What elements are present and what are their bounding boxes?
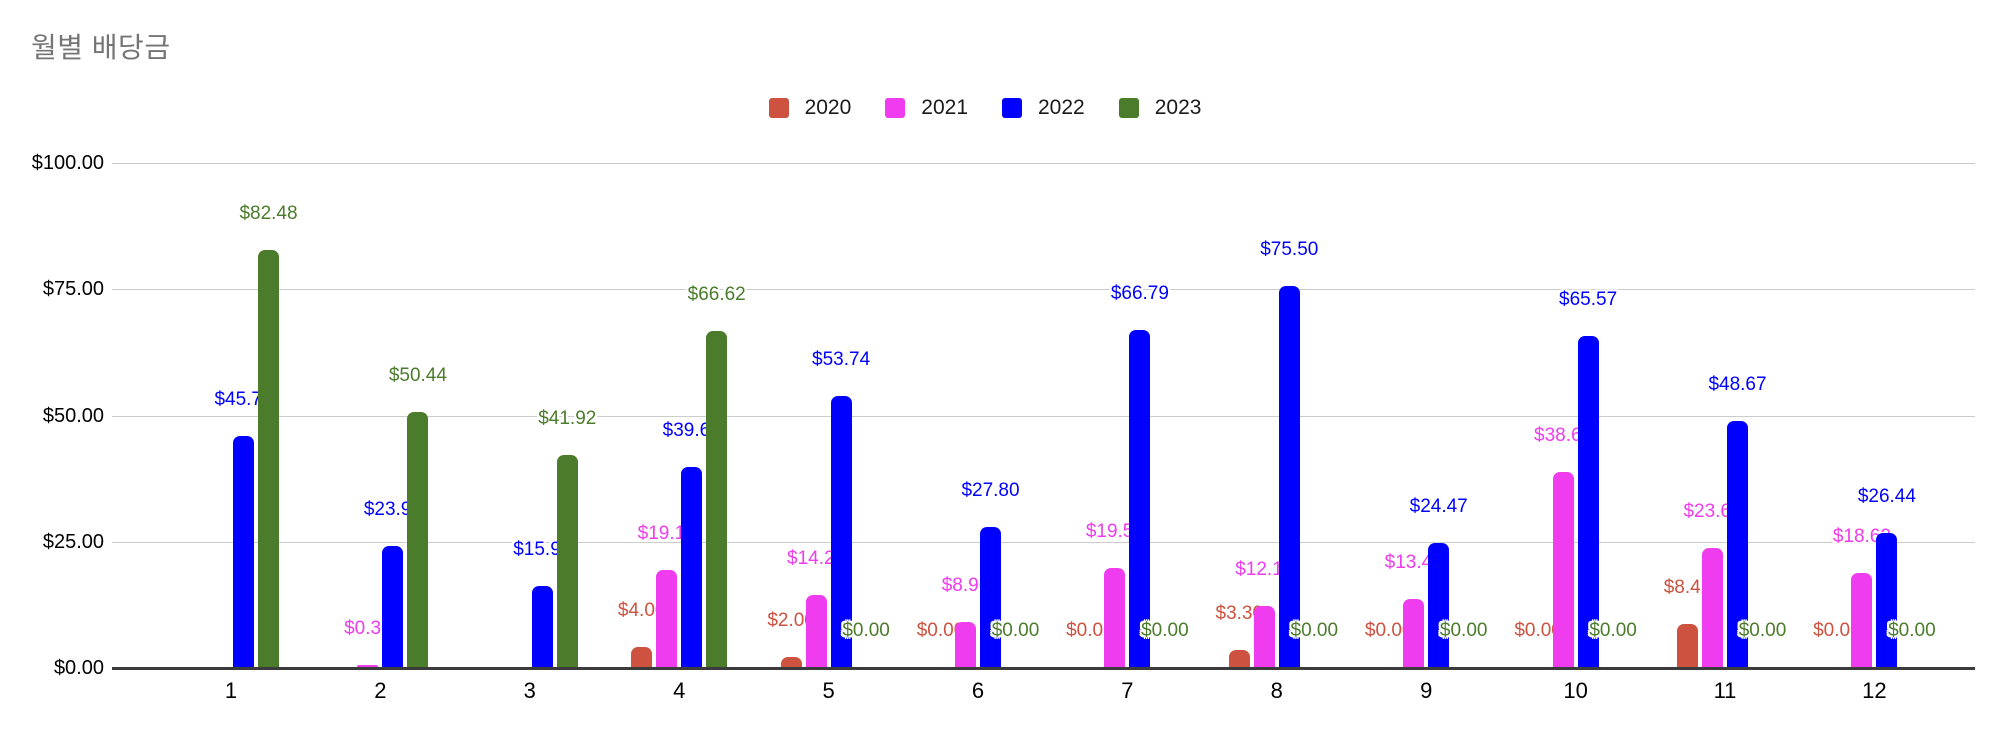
bar-2022-month-7[interactable] — [1129, 329, 1151, 667]
bar-2021-month-2[interactable] — [357, 665, 379, 667]
x-axis-tick-label: 7 — [1121, 678, 1134, 703]
x-axis-tick-label: 10 — [1563, 678, 1588, 703]
gridline — [112, 541, 1975, 543]
chart-legend: 2020 2021 2022 2023 — [0, 96, 1970, 120]
bar-value-label-2022-month-11: $48.67 — [1708, 374, 1767, 396]
legend-swatch-2023 — [1118, 98, 1139, 118]
legend-label: 2020 — [804, 96, 852, 119]
y-axis-tick-label: $75.00 — [42, 278, 104, 301]
bar-value-label-2020-month-9: $0.00 — [1364, 620, 1413, 641]
y-axis-tick-label: $50.00 — [42, 404, 104, 427]
x-axis-tick-label: 4 — [673, 678, 686, 703]
bar-value-label-2021-month-2: $0.30 — [344, 618, 392, 640]
x-axis-tick-label: 3 — [523, 678, 536, 703]
gridline — [112, 289, 1975, 291]
x-axis-tick-label: 6 — [971, 678, 985, 703]
bar-value-label-2023-month-7: $0.00 — [1141, 620, 1189, 641]
bar-value-label-2022-month-10: $65.57 — [1559, 288, 1618, 310]
legend-label: 2023 — [1154, 96, 1202, 119]
legend-label: 2022 — [1038, 96, 1085, 119]
bar-value-label-2020-month-10: $0.00 — [1514, 620, 1562, 641]
bar-value-label-2023-month-12: $0.00 — [1888, 620, 1936, 641]
bar-2023-month-4[interactable] — [706, 330, 728, 667]
bar-2021-month-8[interactable] — [1253, 605, 1275, 667]
gridline — [112, 163, 1975, 164]
bar-value-label-2021-month-6: $8.96 — [941, 574, 990, 596]
bar-2022-month-5[interactable] — [830, 395, 852, 667]
chart-title: 월별 배당금 — [31, 32, 171, 63]
bar-value-label-2022-month-8: $75.50 — [1260, 238, 1319, 260]
bar-value-label-2020-month-5: $2.00 — [767, 609, 815, 631]
bar-value-label-2022-month-5: $53.74 — [812, 348, 871, 370]
bar-2022-month-12[interactable] — [1876, 533, 1898, 667]
bar-value-label-2023-month-2: $50.44 — [388, 365, 447, 387]
bar-value-label-2023-month-6: $0.00 — [991, 620, 1040, 641]
bar-value-label-2023-month-3: $41.92 — [538, 408, 597, 430]
bar-value-label-2020-month-12: $0.00 — [1813, 620, 1861, 641]
legend-swatch-2022 — [1002, 98, 1022, 118]
x-axis-baseline — [112, 667, 1975, 670]
bar-2020-month-11[interactable] — [1677, 624, 1698, 667]
bar-value-label-2020-month-7: $0.00 — [1066, 620, 1114, 641]
bar-2021-month-6[interactable] — [955, 621, 976, 667]
bar-2022-month-6[interactable] — [980, 526, 1001, 667]
bar-value-label-2020-month-11: $8.42 — [1663, 577, 1712, 599]
bar-value-label-2023-month-8: $0.00 — [1290, 620, 1339, 641]
bar-value-label-2020-month-6: $0.00 — [916, 620, 965, 641]
x-axis-tick-label: 9 — [1420, 678, 1433, 703]
x-axis-tick-label: 5 — [822, 678, 835, 703]
bar-2020-month-8[interactable] — [1228, 650, 1250, 667]
bar-2022-month-8[interactable] — [1278, 285, 1300, 667]
bar-2021-month-4[interactable] — [656, 570, 678, 667]
bar-2022-month-9[interactable] — [1428, 543, 1450, 667]
y-axis-tick-label: $0.00 — [53, 657, 104, 679]
bar-2021-month-10[interactable] — [1552, 471, 1574, 667]
x-axis-tick-label: 11 — [1713, 678, 1737, 703]
bar-2022-month-4[interactable] — [681, 466, 703, 667]
legend-item-2023[interactable]: 2023 — [1118, 96, 1202, 120]
legend-swatch-2021 — [885, 98, 906, 118]
gridline — [112, 415, 1975, 417]
bar-2022-month-11[interactable] — [1727, 421, 1748, 667]
bar-value-label-2023-month-11: $0.00 — [1738, 620, 1787, 641]
bar-value-label-2020-month-8: $3.30 — [1215, 603, 1264, 625]
bar-2021-month-7[interactable] — [1104, 568, 1126, 667]
bar-2020-month-4[interactable] — [631, 646, 653, 667]
bar-2022-month-3[interactable] — [531, 586, 553, 667]
x-axis-tick-label: 12 — [1862, 678, 1887, 703]
bar-2022-month-10[interactable] — [1577, 335, 1599, 667]
bar-2023-month-2[interactable] — [407, 412, 429, 667]
bar-value-label-2020-month-4: $4.00 — [617, 599, 666, 621]
y-axis-tick-label: $100.00 — [31, 152, 104, 174]
legend-item-2021[interactable]: 2021 — [885, 96, 968, 120]
bar-2023-month-1[interactable] — [258, 250, 279, 667]
legend-item-2022[interactable]: 2022 — [1002, 96, 1085, 120]
bar-2021-month-11[interactable] — [1702, 547, 1723, 667]
bar-2021-month-12[interactable] — [1851, 572, 1873, 667]
x-axis-tick-label: 1 — [224, 678, 238, 703]
bar-value-label-2023-month-9: $0.00 — [1439, 620, 1488, 641]
bar-2020-month-5[interactable] — [780, 656, 802, 667]
bar-value-label-2022-month-9: $24.47 — [1409, 496, 1468, 518]
y-axis-tick-label: $25.00 — [42, 530, 104, 553]
legend-item-2020[interactable]: 2020 — [768, 96, 852, 120]
bar-value-label-2023-month-5: $0.00 — [842, 620, 890, 641]
bar-value-label-2022-month-6: $27.80 — [961, 479, 1020, 501]
legend-swatch-2020 — [768, 98, 789, 118]
bar-2022-month-2[interactable] — [382, 546, 404, 667]
bar-value-label-2022-month-7: $66.79 — [1110, 282, 1169, 304]
legend-label: 2021 — [921, 96, 968, 119]
x-axis-tick-label: 8 — [1270, 678, 1283, 703]
bar-2021-month-9[interactable] — [1403, 598, 1425, 667]
bar-2022-month-1[interactable] — [233, 435, 254, 667]
x-axis-tick-label: 2 — [374, 678, 387, 703]
bar-value-label-2023-month-4: $66.62 — [687, 283, 746, 305]
bar-value-label-2023-month-1: $82.48 — [239, 203, 298, 225]
bar-value-label-2023-month-10: $0.00 — [1589, 620, 1637, 641]
bar-value-label-2022-month-12: $26.44 — [1857, 486, 1916, 508]
bar-2023-month-3[interactable] — [556, 455, 578, 667]
bar-2021-month-5[interactable] — [805, 595, 827, 667]
